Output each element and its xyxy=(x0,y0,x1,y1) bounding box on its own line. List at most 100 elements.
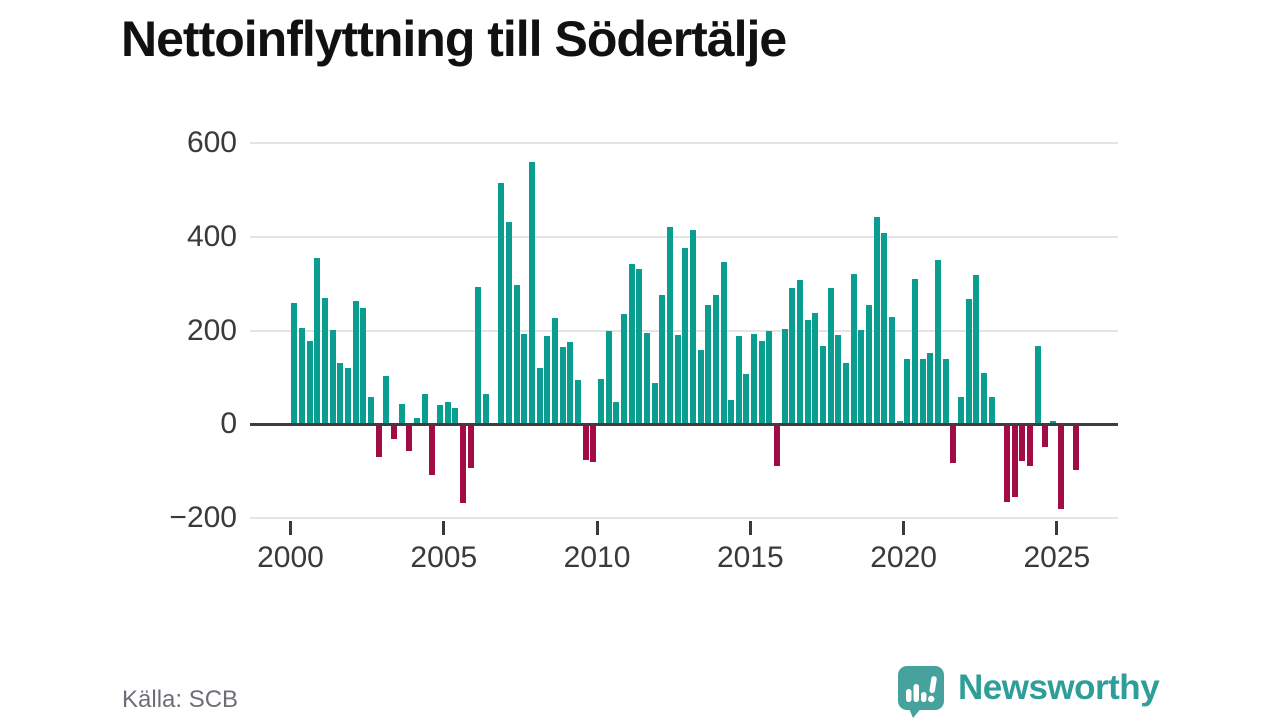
bar-2002-q4 xyxy=(375,424,382,458)
bar-2006-q2 xyxy=(482,394,489,425)
bar-2009-q4 xyxy=(590,424,597,462)
bar-2025-q1 xyxy=(1057,424,1064,509)
bar-2017-q2 xyxy=(820,345,827,425)
x-tick-2010 xyxy=(595,521,599,535)
bar-2022-q1 xyxy=(965,298,972,425)
zero-axis-line xyxy=(250,422,1118,426)
bar-2009-q3 xyxy=(582,424,589,460)
bar-2004-q1 xyxy=(413,417,420,425)
bar-2020-q3 xyxy=(919,359,926,425)
x-tick-2020 xyxy=(902,521,906,535)
bar-2018-q3 xyxy=(858,330,865,425)
bar-2013-q1 xyxy=(689,230,696,425)
bar-2003-q3 xyxy=(398,404,405,425)
bar-2023-q4 xyxy=(1019,424,1026,461)
bar-2021-q3 xyxy=(950,424,957,463)
bar-2025-q3 xyxy=(1073,424,1080,471)
bar-2024-q1 xyxy=(1027,424,1034,466)
newsworthy-logo: Newsworthy xyxy=(898,666,1160,718)
bar-2001-q4 xyxy=(344,368,351,425)
x-axis-label: 2015 xyxy=(716,541,784,574)
bar-2005-q2 xyxy=(452,408,459,425)
bar-2023-q2 xyxy=(1004,424,1011,503)
bar-2004-q4 xyxy=(436,405,443,425)
bar-2015-q4 xyxy=(774,424,781,467)
bar-2015-q3 xyxy=(766,330,773,425)
y-axis-label: 0 xyxy=(220,407,237,441)
bar-2008-q2 xyxy=(544,336,551,425)
x-tick-2000 xyxy=(289,521,292,535)
bar-2008-q3 xyxy=(551,317,558,425)
bar-2011-q3 xyxy=(643,332,650,425)
bar-2019-q2 xyxy=(881,232,888,425)
bar-2022-q3 xyxy=(981,373,988,425)
bar-2012-q2 xyxy=(666,226,673,425)
bar-2020-q1 xyxy=(904,359,911,425)
bar-2014-q2 xyxy=(728,399,735,425)
bar-2016-q2 xyxy=(789,287,796,425)
x-tick-2015 xyxy=(748,521,752,535)
bar-2017-q3 xyxy=(827,287,834,425)
bar-2007-q1 xyxy=(505,222,512,425)
bar-2013-q2 xyxy=(697,350,704,425)
bar-2014-q1 xyxy=(720,262,727,425)
bar-2021-q4 xyxy=(958,397,965,425)
bar-2012-q4 xyxy=(682,248,689,425)
bar-2016-q3 xyxy=(797,279,804,425)
bar-2010-q4 xyxy=(620,313,627,425)
bar-2002-q3 xyxy=(367,397,374,425)
bar-2018-q1 xyxy=(843,363,850,425)
bar-2012-q3 xyxy=(674,335,681,425)
x-axis-label: 2000 xyxy=(257,541,324,574)
bar-2002-q1 xyxy=(352,301,359,425)
x-axis-label: 2010 xyxy=(563,541,631,574)
x-tick-2005 xyxy=(442,521,446,535)
bar-2016-q1 xyxy=(781,329,788,425)
bar-2009-q2 xyxy=(574,380,581,425)
bar-2021-q1 xyxy=(935,259,942,425)
chart-title: Nettoinflyttning till Södertälje xyxy=(121,11,787,67)
bar-2000-q2 xyxy=(298,328,305,425)
bar-2001-q1 xyxy=(321,297,328,425)
bar-2022-q4 xyxy=(988,396,995,425)
y-axis-label: 200 xyxy=(186,313,237,347)
bar-2008-q1 xyxy=(536,368,543,425)
y-axis-label: 400 xyxy=(186,219,237,253)
bar-2007-q4 xyxy=(528,162,535,425)
bar-2013-q4 xyxy=(712,294,719,425)
y-axis-label: −200 xyxy=(169,501,237,534)
bar-2019-q3 xyxy=(889,317,896,425)
bar-2001-q3 xyxy=(337,362,344,425)
bar-2010-q3 xyxy=(613,401,620,425)
x-tick-2025 xyxy=(1055,521,1059,535)
bar-2005-q4 xyxy=(467,424,474,468)
bar-2015-q2 xyxy=(758,340,765,425)
bar-2024-q3 xyxy=(1042,424,1049,447)
bar-2022-q2 xyxy=(973,275,980,425)
bar-2011-q1 xyxy=(628,263,635,425)
plot-area xyxy=(250,142,1118,519)
y-axis-label: 600 xyxy=(186,126,237,159)
bar-2014-q3 xyxy=(735,336,742,425)
bar-2011-q2 xyxy=(636,269,643,425)
gridline-600 xyxy=(250,142,1118,144)
bar-2002-q2 xyxy=(360,307,367,425)
x-axis-label: 2020 xyxy=(870,541,937,574)
bar-2000-q4 xyxy=(314,258,321,425)
x-axis-label: 2005 xyxy=(410,541,478,574)
bar-2009-q1 xyxy=(567,341,574,425)
bar-2021-q2 xyxy=(942,359,949,425)
bar-2013-q3 xyxy=(705,304,712,425)
bar-2006-q4 xyxy=(498,183,505,425)
bar-2018-q4 xyxy=(866,304,873,425)
gridline--200 xyxy=(250,517,1118,519)
bar-2020-q2 xyxy=(912,279,919,425)
bar-2005-q3 xyxy=(459,424,466,503)
bar-chart-speech-bubble-icon xyxy=(898,666,944,718)
bar-2003-q2 xyxy=(390,424,397,439)
newsworthy-logo-text: Newsworthy xyxy=(958,668,1160,707)
bar-2004-q2 xyxy=(421,393,428,425)
bar-2008-q4 xyxy=(559,346,566,425)
bar-2020-q4 xyxy=(927,353,934,425)
